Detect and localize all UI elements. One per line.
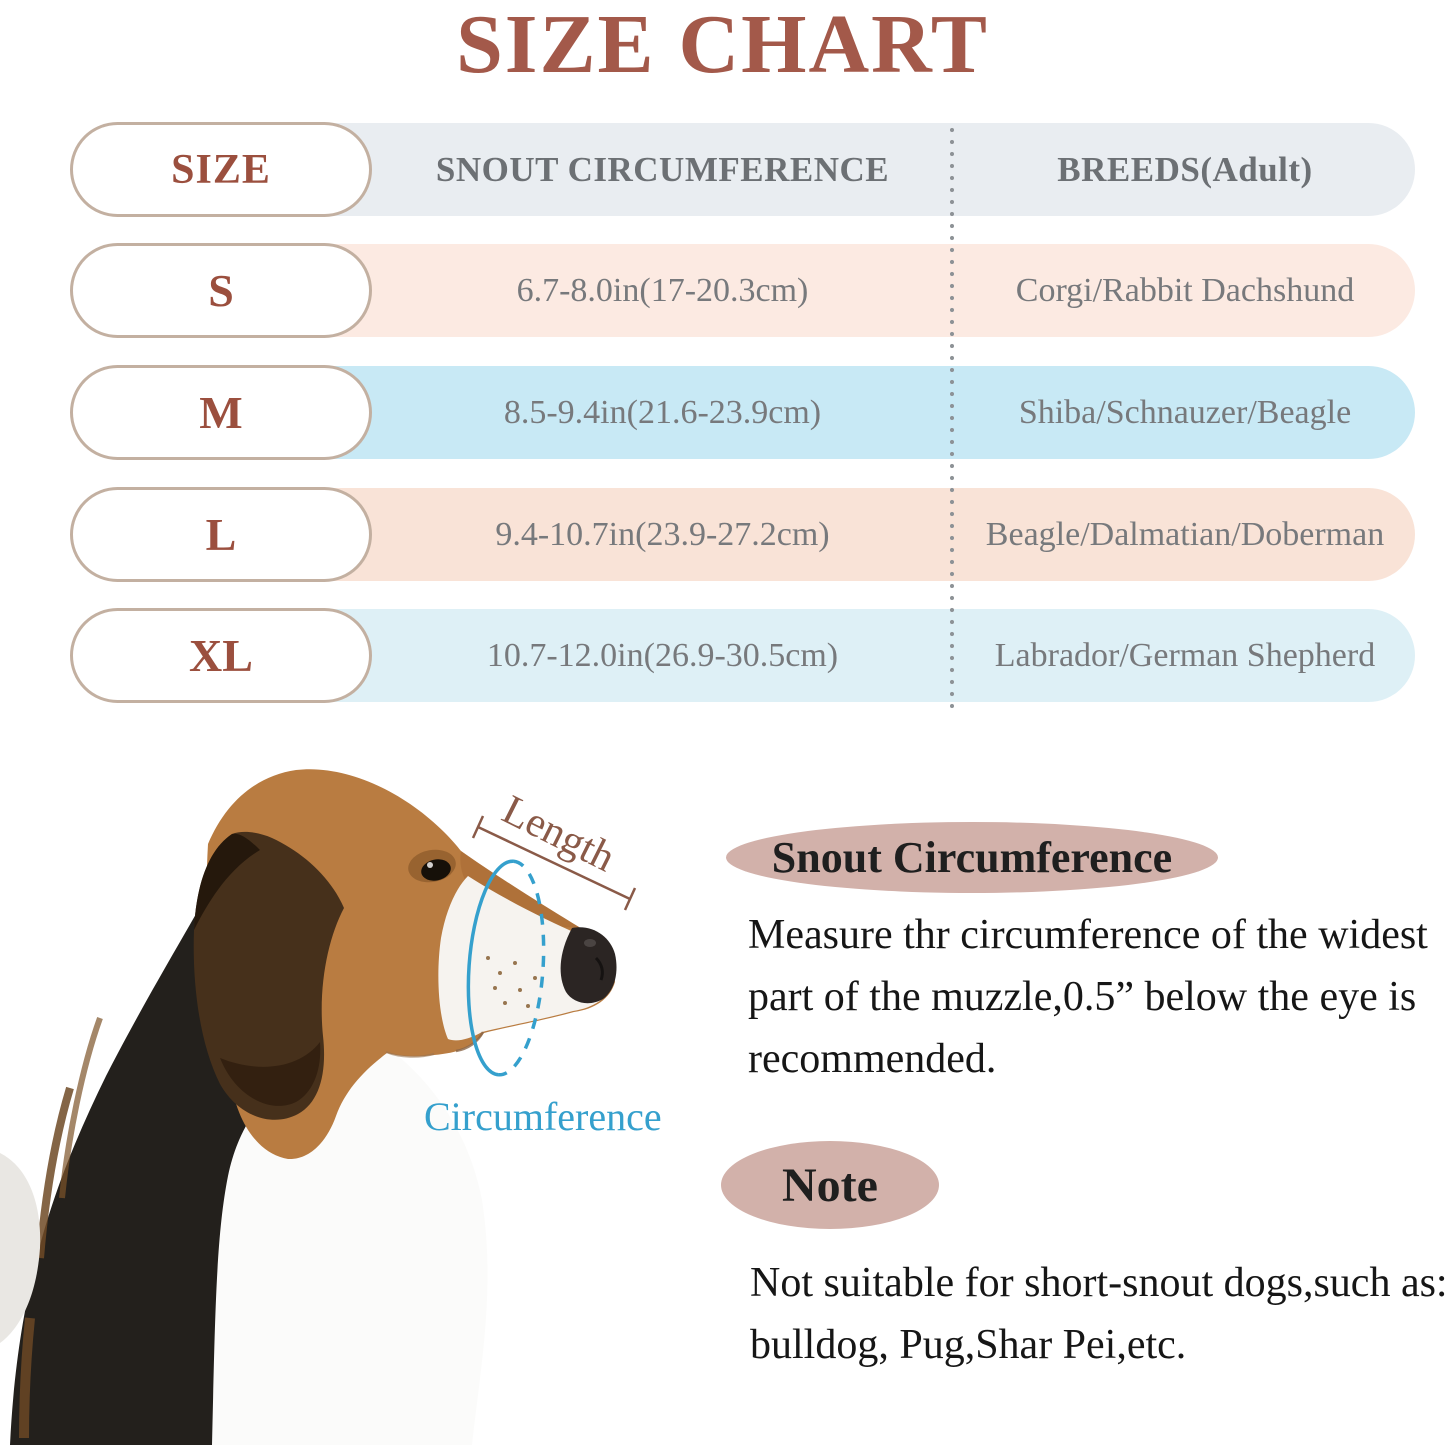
breeds-cell: Shiba/Schnauzer/Beagle xyxy=(1018,394,1352,431)
size-label: S xyxy=(208,265,234,316)
snout-circumference-description: Measure thr circumference of the widest … xyxy=(748,904,1428,1090)
table-row-s: S 6.7-8.0in(17-20.3cm) Corgi/Rabbit Dach… xyxy=(0,243,1445,338)
breeds-cell: Corgi/Rabbit Dachshund xyxy=(1015,272,1355,309)
description-line: Measure thr circumference of the widest xyxy=(748,912,1428,958)
description-line: Not suitable for short-snout dogs,such a… xyxy=(750,1260,1445,1306)
size-label: XL xyxy=(189,630,253,681)
circumference-label: Circumference xyxy=(424,1094,662,1139)
ear-top-shading xyxy=(194,833,260,930)
beagle-dog-svg xyxy=(0,769,637,1445)
dog-ear xyxy=(193,831,344,1120)
column-divider-dotted-line xyxy=(950,127,954,709)
circumference-ellipse-dashed-arc xyxy=(498,859,546,1077)
table-row-xl: XL 10.7-12.0in(26.9-30.5cm) Labrador/Ger… xyxy=(0,608,1445,703)
description-line: recommended. xyxy=(748,1036,997,1082)
note-description: Not suitable for short-snout dogs,such a… xyxy=(750,1252,1445,1376)
size-label: M xyxy=(199,387,243,438)
description-line: part of the muzzle,0.5” below the eye is xyxy=(748,974,1417,1020)
table-row-l: L 9.4-10.7in(23.9-27.2cm) Beagle/Dalmati… xyxy=(0,487,1445,582)
size-label: L xyxy=(205,509,237,560)
snout-circumference-heading: Snout Circumference xyxy=(726,822,1218,893)
size-header-label: SIZE xyxy=(171,146,271,193)
circumference-ellipse xyxy=(466,859,546,1077)
size-pill: L xyxy=(70,487,372,582)
table-row-m: M 8.5-9.4in(21.6-23.9cm) Shiba/Schnauzer… xyxy=(0,365,1445,460)
snout-cell: 6.7-8.0in(17-20.3cm) xyxy=(516,272,809,309)
ear-shading xyxy=(220,1042,321,1106)
breeds-column-header: BREEDS(Adult) xyxy=(1057,150,1313,189)
size-pill: XL xyxy=(70,608,372,703)
table-header-row: SIZE SNOUT CIRCUMFERENCE BREEDS(Adult) xyxy=(0,122,1445,217)
description-line: bulldog, Pug,Shar Pei,etc. xyxy=(750,1322,1187,1368)
fur-streak xyxy=(59,1016,103,1199)
circumference-ellipse-solid-arc xyxy=(466,859,514,1077)
size-pill: S xyxy=(70,243,372,338)
page-title: SIZE CHART xyxy=(456,0,989,91)
snout-cell: 9.4-10.7in(23.9-27.2cm) xyxy=(495,516,830,553)
snout-column-header: SNOUT CIRCUMFERENCE xyxy=(435,150,890,189)
size-header-pill: SIZE xyxy=(70,122,372,217)
nose-highlight xyxy=(584,939,596,947)
snout-cell: 8.5-9.4in(21.6-23.9cm) xyxy=(503,394,822,431)
breeds-cell: Labrador/German Shepherd xyxy=(994,637,1376,674)
note-heading-text: Note xyxy=(782,1158,878,1212)
length-measure-line xyxy=(471,815,637,911)
jaw-line xyxy=(385,1051,435,1058)
snout-circumference-heading-text: Snout Circumference xyxy=(771,833,1173,882)
fur-streak xyxy=(36,1086,74,1259)
muzzle-speckles xyxy=(486,956,537,1008)
dog-muzzle-blaze xyxy=(438,876,614,1041)
note-heading: Note xyxy=(721,1141,939,1229)
snout-cell: 10.7-12.0in(26.9-30.5cm) xyxy=(486,637,839,674)
breeds-cell: Beagle/Dalmatian/Doberman xyxy=(985,516,1385,553)
dog-nose xyxy=(560,927,617,1004)
fur-streak xyxy=(19,1317,35,1439)
beagle-dog-illustration xyxy=(0,758,660,1445)
white-fur-patch xyxy=(0,1153,41,1343)
mouth-line xyxy=(455,1031,485,1053)
nostril xyxy=(594,956,604,981)
eye-glint xyxy=(427,862,433,868)
size-pill: M xyxy=(70,365,372,460)
